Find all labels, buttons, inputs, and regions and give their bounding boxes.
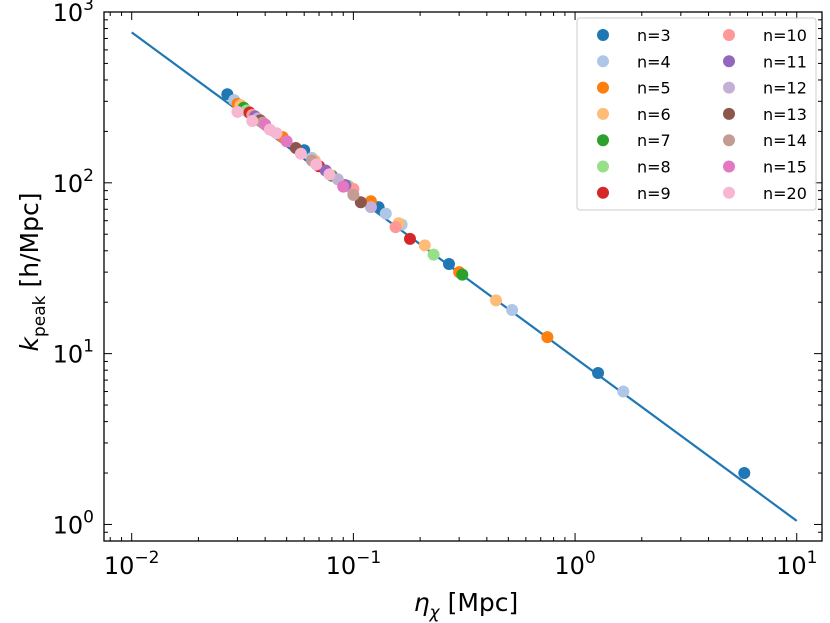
legend-box <box>576 17 817 211</box>
data-point-n5 <box>541 331 554 344</box>
y-axis-label: kpeak [h/Mpc] <box>15 193 50 352</box>
legend-label: n=13 <box>763 105 807 124</box>
x-tick-label: 101 <box>776 548 817 580</box>
legend-label: n=11 <box>763 52 807 71</box>
data-point-n15 <box>337 180 350 193</box>
legend-marker <box>597 134 609 147</box>
legend-marker <box>723 55 735 68</box>
legend-marker <box>723 81 735 94</box>
x-tick-label-exponent: −1 <box>356 548 381 568</box>
legend-label: n=7 <box>637 131 671 150</box>
legend-marker <box>723 186 735 199</box>
x-tick-label-exponent: 1 <box>807 548 818 568</box>
y-axis-label-subscript: peak <box>30 295 50 337</box>
data-point-n3 <box>592 367 605 380</box>
x-axis-label-subscript: χ <box>429 603 441 623</box>
y-tick-label-exponent: 0 <box>83 507 94 527</box>
data-point-n9 <box>403 232 416 245</box>
y-tick-label: 100 <box>53 507 94 539</box>
y-tick-label-base: 10 <box>53 341 84 369</box>
x-tick-label-base: 10 <box>554 552 585 580</box>
x-tick-label: 10−1 <box>326 548 382 580</box>
x-tick-label-exponent: −2 <box>134 548 159 568</box>
data-point-n13 <box>354 196 367 209</box>
x-tick-label-base: 10 <box>326 552 357 580</box>
y-tick-label-exponent: 1 <box>83 337 94 357</box>
data-point-n12 <box>364 201 377 214</box>
legend-marker <box>597 160 609 173</box>
y-axis-label-unit: [h/Mpc] <box>15 193 44 288</box>
legend-marker <box>597 29 609 41</box>
data-point-n3 <box>738 467 751 480</box>
data-point-n20 <box>294 147 307 160</box>
legend-label: n=12 <box>763 79 807 98</box>
y-tick-label-exponent: 3 <box>83 0 94 15</box>
data-point-n14 <box>347 188 360 201</box>
legend-label: n=6 <box>637 105 671 124</box>
x-tick-label: 10−2 <box>104 548 160 580</box>
x-tick-label-exponent: 0 <box>585 548 596 568</box>
legend-label: n=10 <box>763 26 807 45</box>
y-tick-label-base: 10 <box>53 0 84 27</box>
x-tick-label-base: 10 <box>104 552 135 580</box>
data-point-n15 <box>280 135 293 148</box>
legend-marker <box>597 81 609 94</box>
legend-label: n=3 <box>637 26 671 45</box>
data-point-n4 <box>506 304 519 317</box>
data-point-n7 <box>456 268 469 281</box>
legend-marker <box>723 160 735 173</box>
x-axis-label-symbol: η <box>414 588 430 617</box>
legend-marker <box>597 107 609 120</box>
legend-marker <box>723 107 735 120</box>
data-point-n4 <box>617 385 630 398</box>
y-tick-label-exponent: 2 <box>83 166 94 186</box>
x-tick-label: 100 <box>554 548 595 580</box>
x-axis-label-unit: [Mpc] <box>448 588 519 617</box>
data-point-n6 <box>418 239 431 252</box>
data-point-n4 <box>379 207 392 220</box>
legend-label: n=9 <box>637 184 671 203</box>
y-tick-label-base: 10 <box>53 170 84 198</box>
y-axis-label-symbol: k <box>15 335 44 351</box>
data-point-n20 <box>323 168 336 181</box>
data-point-n3 <box>443 257 456 270</box>
legend-label: n=15 <box>763 158 807 177</box>
legend-label: n=20 <box>763 184 807 203</box>
legend-label: n=14 <box>763 131 807 150</box>
axes-frame <box>103 11 823 542</box>
y-tick-label: 101 <box>53 337 94 369</box>
x-tick-label-base: 10 <box>776 552 807 580</box>
data-point-n10 <box>389 221 402 234</box>
data-point-n20 <box>246 115 259 128</box>
legend-marker <box>723 29 735 41</box>
legend-marker <box>723 134 735 147</box>
legend-label: n=5 <box>637 79 671 98</box>
legend-marker <box>597 55 609 68</box>
y-tick-label: 102 <box>53 166 94 198</box>
legend-marker <box>597 186 609 199</box>
legend-label: n=4 <box>637 52 671 71</box>
y-tick-label-base: 10 <box>53 511 84 539</box>
data-point-n6 <box>490 294 503 307</box>
y-tick-label: 103 <box>53 0 94 27</box>
data-point-n20 <box>231 105 244 118</box>
legend-label: n=8 <box>637 158 671 177</box>
data-point-n8 <box>427 248 440 261</box>
data-point-n20 <box>270 127 283 140</box>
data-point-n20 <box>310 158 323 171</box>
x-axis-label: ηχ [Mpc] <box>414 588 519 623</box>
